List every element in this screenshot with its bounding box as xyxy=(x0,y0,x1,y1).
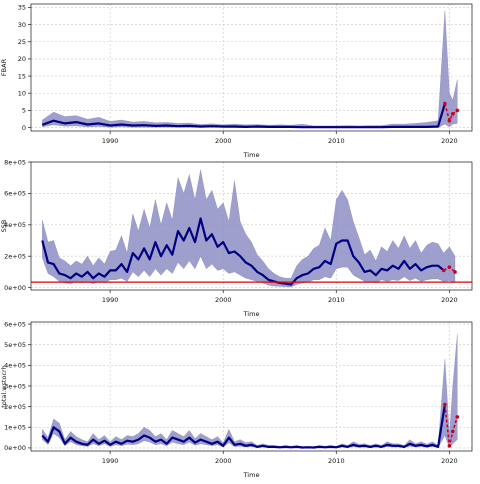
y-tick-label: 5 xyxy=(22,107,26,115)
x-axis-title: Time xyxy=(243,471,260,479)
y-tick-label: 0 xyxy=(22,124,26,132)
y-tick-label: 6e+05 xyxy=(4,190,26,198)
y-tick-label: 4e+05 xyxy=(4,362,26,370)
projection-point xyxy=(447,118,452,123)
x-tick-label: 2010 xyxy=(328,457,345,465)
y-axis-title: SSB xyxy=(0,220,8,233)
x-tick-label: 2000 xyxy=(215,137,232,145)
total-wstocrh-panel: 1990 2000 2010 2020 0e+00 1e+05 2e+05 3e+05 4e+0… xyxy=(0,320,473,479)
series-line xyxy=(41,217,445,286)
y-tick-label: 1e+05 xyxy=(4,424,26,432)
y-axis-title: FBAR xyxy=(0,58,8,76)
x-tick-label: 1990 xyxy=(102,296,119,304)
y-tick-label: 0e+00 xyxy=(4,284,26,292)
confidence-band xyxy=(42,334,458,448)
x-tick-label: 2020 xyxy=(441,457,458,465)
plot-frame xyxy=(30,161,473,291)
y-tick-label: 10 xyxy=(18,90,26,98)
x-tick-label: 2020 xyxy=(441,296,458,304)
x-tick-label: 2000 xyxy=(215,457,232,465)
y-tick-label: 6e+05 xyxy=(4,320,26,328)
y-tick-label: 30 xyxy=(18,21,26,29)
y-tick-label: 0e+00 xyxy=(4,444,26,452)
projection-point xyxy=(443,101,447,106)
confidence-band xyxy=(42,169,456,288)
plot-frame xyxy=(30,321,473,452)
projection-point xyxy=(453,270,457,274)
series-line xyxy=(41,404,446,449)
fbar-panel: 1990 2000 2010 2020 0 5 10 15 20 25 30 35 Time FBAR xyxy=(0,3,473,159)
x-tick-label: 2020 xyxy=(441,137,458,145)
projection-point xyxy=(450,112,455,116)
projection-point xyxy=(443,402,447,407)
y-tick-label: 20 xyxy=(18,55,26,63)
projection-point xyxy=(455,415,460,419)
y-axis-title: total.wstocrh xyxy=(0,365,8,407)
x-tick-label: 2010 xyxy=(328,137,345,145)
series-line xyxy=(41,103,446,129)
y-tick-label: 3e+05 xyxy=(4,382,26,390)
x-axis-title: Time xyxy=(243,151,260,159)
y-tick-label: 15 xyxy=(18,72,26,80)
projection-point xyxy=(455,108,460,113)
projection-line xyxy=(444,404,459,446)
projection-point xyxy=(447,444,452,448)
y-tick-label: 2e+05 xyxy=(4,253,26,261)
projection-point xyxy=(441,268,446,273)
y-tick-label: 5e+05 xyxy=(4,341,26,349)
x-tick-label: 1990 xyxy=(102,457,119,465)
x-axis-title: Time xyxy=(243,310,260,318)
projection-line xyxy=(444,103,458,123)
x-tick-label: 2010 xyxy=(328,296,345,304)
projection-point xyxy=(450,429,455,434)
projection-point xyxy=(447,265,452,270)
plot-frame xyxy=(30,3,473,132)
y-tick-label: 25 xyxy=(18,38,26,46)
ssb-panel: 1990 2000 2010 2020 0e+00 2e+05 4e+05 6e+05 8e+0… xyxy=(0,158,473,318)
y-tick-label: 2e+05 xyxy=(4,403,26,411)
y-tick-label: 35 xyxy=(18,4,26,12)
y-tick-label: 8e+05 xyxy=(4,158,26,166)
y-tick-label: 4e+05 xyxy=(4,221,26,229)
x-tick-label: 1990 xyxy=(102,137,119,145)
x-tick-label: 2000 xyxy=(215,296,232,304)
